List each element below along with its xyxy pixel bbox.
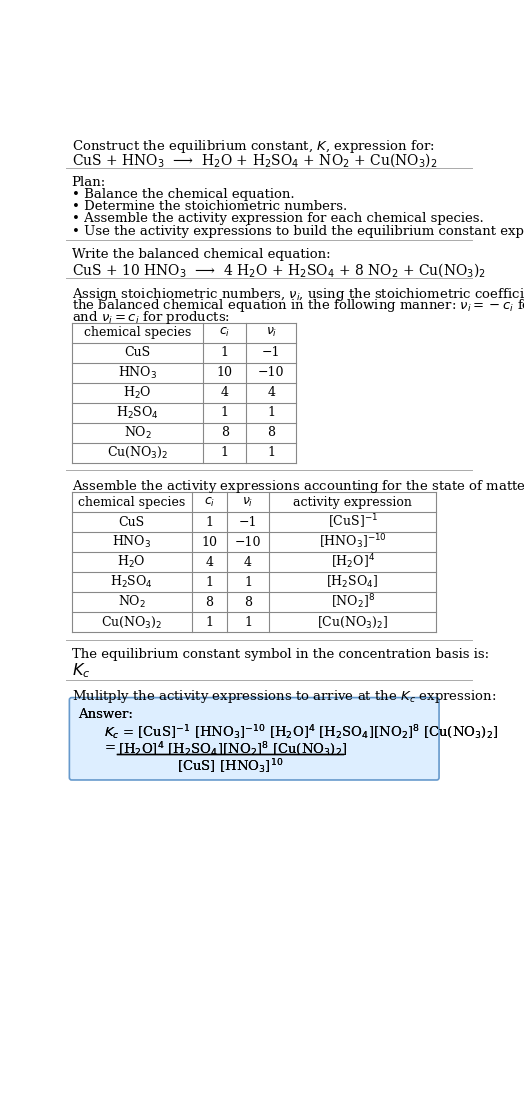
Text: NO$_2$: NO$_2$ [118,595,146,610]
Text: H$_2$O: H$_2$O [123,385,152,400]
Text: $\nu_i$: $\nu_i$ [242,496,254,509]
Text: HNO$_3$: HNO$_3$ [112,534,151,550]
Text: $K_c$ = [CuS]$^{-1}$ [HNO$_3$]$^{-10}$ [H$_2$O]$^4$ [H$_2$SO$_4$][NO$_2$]$^8$ [C: $K_c$ = [CuS]$^{-1}$ [HNO$_3$]$^{-10}$ [… [104,723,499,740]
Text: 10: 10 [217,366,233,380]
FancyBboxPatch shape [69,698,439,780]
Text: CuS + 10 HNO$_3$  ⟶  4 H$_2$O + H$_2$SO$_4$ + 8 NO$_2$ + Cu(NO$_3$)$_2$: CuS + 10 HNO$_3$ ⟶ 4 H$_2$O + H$_2$SO$_4… [72,261,486,279]
Text: [NO$_2$]$^8$: [NO$_2$]$^8$ [331,592,375,611]
Text: 1: 1 [267,446,275,460]
Text: $\nu_i$: $\nu_i$ [266,326,277,339]
Text: −1: −1 [239,516,257,529]
Text: $c_i$: $c_i$ [204,496,215,509]
Text: 4: 4 [221,386,229,399]
Text: 8: 8 [244,596,252,609]
Text: $K_c$ = [CuS]$^{-1}$ [HNO$_3$]$^{-10}$ [H$_2$O]$^4$ [H$_2$SO$_4$][NO$_2$]$^8$ [C: $K_c$ = [CuS]$^{-1}$ [HNO$_3$]$^{-10}$ [… [104,723,499,740]
Text: −10: −10 [258,366,285,380]
Text: [CuS] [HNO$_3$]$^{10}$: [CuS] [HNO$_3$]$^{10}$ [177,758,283,777]
Text: CuS: CuS [119,516,145,529]
Text: 1: 1 [244,615,252,629]
Text: and $\nu_i = c_i$ for products:: and $\nu_i = c_i$ for products: [72,308,230,326]
Text: 1: 1 [205,516,213,529]
Text: Answer:: Answer: [78,708,133,721]
Text: • Assemble the activity expression for each chemical species.: • Assemble the activity expression for e… [72,213,484,226]
Text: 8: 8 [267,427,275,439]
Text: =: = [104,742,115,754]
Text: 1: 1 [205,615,213,629]
Text: Write the balanced chemical equation:: Write the balanced chemical equation: [72,248,330,261]
Text: CuS + HNO$_3$  ⟶  H$_2$O + H$_2$SO$_4$ + NO$_2$ + Cu(NO$_3$)$_2$: CuS + HNO$_3$ ⟶ H$_2$O + H$_2$SO$_4$ + N… [72,151,437,169]
Text: H$_2$SO$_4$: H$_2$SO$_4$ [116,405,159,421]
Text: 1: 1 [221,446,229,460]
Text: 10: 10 [201,535,217,548]
Text: the balanced chemical equation in the following manner: $\nu_i = -c_i$ for react: the balanced chemical equation in the fo… [72,297,524,314]
Text: Answer:: Answer: [78,708,133,721]
Text: CuS: CuS [125,347,150,359]
Text: [CuS] [HNO$_3$]$^{10}$: [CuS] [HNO$_3$]$^{10}$ [177,758,283,777]
Text: 8: 8 [221,427,229,439]
Text: 1: 1 [267,406,275,419]
Text: • Determine the stoichiometric numbers.: • Determine the stoichiometric numbers. [72,200,347,213]
Text: Assign stoichiometric numbers, $\nu_i$, using the stoichiometric coefficients, $: Assign stoichiometric numbers, $\nu_i$, … [72,285,524,303]
Text: Cu(NO$_3$)$_2$: Cu(NO$_3$)$_2$ [107,445,168,461]
Text: chemical species: chemical species [84,326,191,339]
Text: activity expression: activity expression [293,496,412,509]
Text: 4: 4 [244,555,252,568]
Text: HNO$_3$: HNO$_3$ [118,364,157,381]
Text: 4: 4 [205,555,213,568]
Text: Assemble the activity expressions accounting for the state of matter and $\nu_i$: Assemble the activity expressions accoun… [72,478,524,495]
Text: −1: −1 [262,347,280,359]
Text: 8: 8 [205,596,213,609]
Text: [H$_2$O]$^4$: [H$_2$O]$^4$ [331,553,375,572]
Text: NO$_2$: NO$_2$ [124,425,151,441]
Text: $c_i$: $c_i$ [219,326,231,339]
Text: [H$_2$O]$^4$ [H$_2$SO$_4$][NO$_2$]$^8$ [Cu(NO$_3$)$_2$]: [H$_2$O]$^4$ [H$_2$SO$_4$][NO$_2$]$^8$ [… [118,740,347,758]
Text: [H$_2$O]$^4$ [H$_2$SO$_4$][NO$_2$]$^8$ [Cu(NO$_3$)$_2$]: [H$_2$O]$^4$ [H$_2$SO$_4$][NO$_2$]$^8$ [… [118,740,347,758]
Text: 4: 4 [267,386,275,399]
Text: =: = [104,742,115,754]
Text: 1: 1 [221,406,229,419]
Text: [H$_2$SO$_4$]: [H$_2$SO$_4$] [326,574,379,590]
Text: chemical species: chemical species [78,496,185,509]
Text: [CuS]$^{-1}$: [CuS]$^{-1}$ [328,513,378,531]
Text: 1: 1 [221,347,229,359]
Text: Mulitply the activity expressions to arrive at the $K_c$ expression:: Mulitply the activity expressions to arr… [72,688,496,704]
Text: Construct the equilibrium constant, $K$, expression for:: Construct the equilibrium constant, $K$,… [72,138,434,155]
Text: The equilibrium constant symbol in the concentration basis is:: The equilibrium constant symbol in the c… [72,647,489,660]
Text: $K_c$: $K_c$ [72,661,90,680]
Text: Plan:: Plan: [72,176,106,189]
Text: 1: 1 [205,576,213,589]
Text: −10: −10 [235,535,261,548]
Text: • Use the activity expressions to build the equilibrium constant expression.: • Use the activity expressions to build … [72,225,524,238]
Text: Cu(NO$_3$)$_2$: Cu(NO$_3$)$_2$ [101,614,162,630]
Text: [HNO$_3$]$^{-10}$: [HNO$_3$]$^{-10}$ [319,533,387,552]
Text: H$_2$SO$_4$: H$_2$SO$_4$ [111,574,153,590]
Text: H$_2$O: H$_2$O [117,554,146,570]
Text: 1: 1 [244,576,252,589]
Text: • Balance the chemical equation.: • Balance the chemical equation. [72,188,294,201]
Text: [Cu(NO$_3$)$_2$]: [Cu(NO$_3$)$_2$] [317,614,388,630]
